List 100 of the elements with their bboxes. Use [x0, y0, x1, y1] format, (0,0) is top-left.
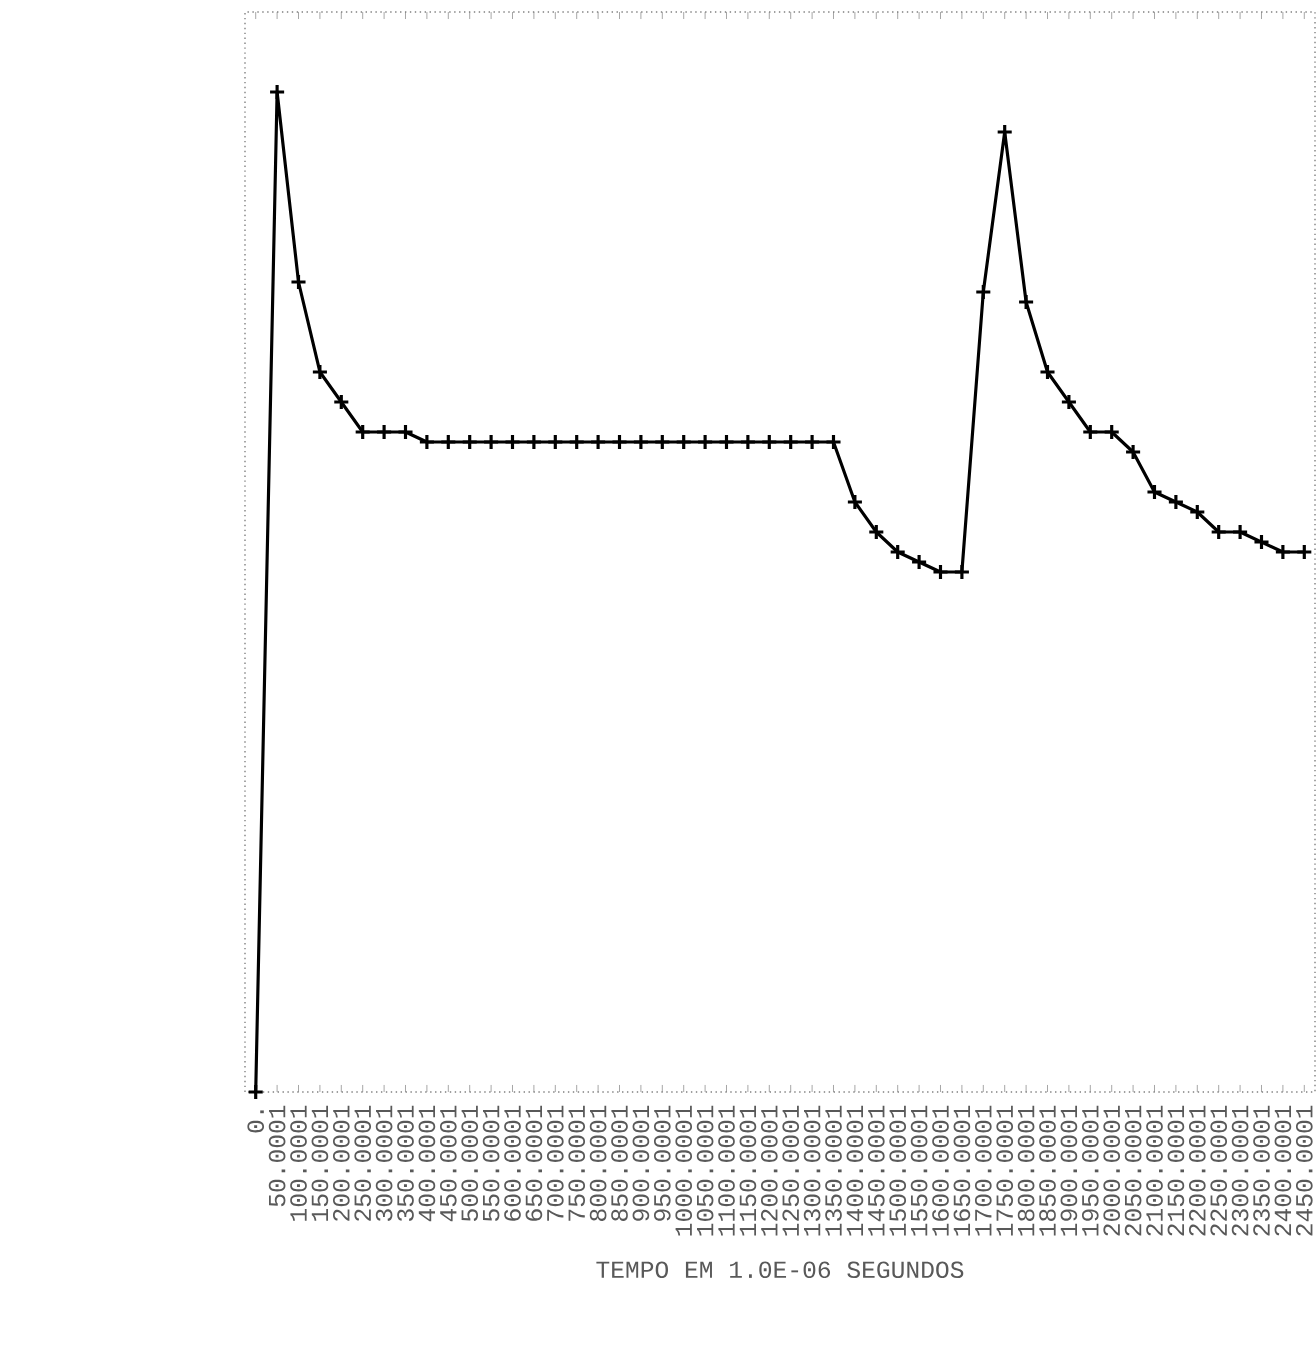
x-tick-label: 1900.0001 — [1060, 1105, 1078, 1236]
x-tick-label: 1800.0001 — [1017, 1105, 1035, 1236]
point — [525, 433, 543, 451]
x-tick-label: 2100.0001 — [1146, 1105, 1163, 1236]
point — [546, 433, 564, 451]
x-tick-label: 0. — [247, 1110, 265, 1133]
x-tick-label: 1300.0001 — [803, 1105, 821, 1236]
x-tick-label: 2050.0001 — [1124, 1105, 1142, 1236]
x-tick-label: 250.0001 — [354, 1105, 372, 1221]
x-tick-label: 1000.0001 — [675, 1105, 693, 1236]
point — [1274, 543, 1292, 561]
x-tick-label: 1750.0001 — [996, 1105, 1014, 1236]
x-tick-label: 1250.0001 — [782, 1105, 800, 1236]
x-tick-label: 50.0001 — [268, 1105, 286, 1207]
point — [375, 423, 393, 441]
point — [1167, 493, 1185, 511]
point — [247, 1083, 265, 1101]
point — [1252, 533, 1271, 551]
point — [782, 433, 800, 451]
point — [846, 493, 864, 511]
point — [461, 433, 479, 451]
x-tick-label: 700.0001 — [546, 1105, 564, 1221]
point — [610, 433, 629, 451]
x-tick-label: 1850.0001 — [1039, 1105, 1056, 1236]
x-tick-label: 1550.0001 — [910, 1105, 928, 1236]
x-tick-label: 2400.0001 — [1274, 1105, 1292, 1236]
point — [1145, 483, 1164, 501]
point — [889, 543, 907, 561]
point — [739, 433, 757, 451]
point — [439, 433, 457, 451]
point — [696, 433, 714, 451]
point — [867, 523, 885, 541]
x-tick-label: 1050.0001 — [696, 1105, 714, 1236]
x-tick-label: 400.0001 — [418, 1105, 436, 1222]
point — [803, 433, 821, 451]
x-tick-label: 750.0001 — [568, 1105, 586, 1221]
point — [931, 563, 950, 581]
point — [268, 83, 286, 101]
x-tick-label: 100.0001 — [290, 1105, 307, 1221]
x-tick-label: 850.0001 — [611, 1105, 628, 1221]
point — [760, 433, 778, 451]
x-tick-label: 1450.0001 — [867, 1105, 885, 1236]
x-tick-label: 2250.0001 — [1210, 1105, 1228, 1236]
x-tick-label: 200.0001 — [332, 1105, 350, 1221]
point — [953, 563, 971, 581]
x-tick-label: 2150.0001 — [1167, 1105, 1185, 1236]
point — [717, 433, 736, 451]
x-tick-label: 1200.0001 — [760, 1105, 778, 1236]
x-axis-title: TEMPO EM 1.0E-06 SEGUNDOS — [596, 1261, 964, 1279]
point — [653, 433, 671, 451]
x-tick-label: 450.0001 — [439, 1105, 457, 1222]
x-tick-label: 550.0001 — [482, 1105, 500, 1221]
x-tick-label: 1600.0001 — [932, 1105, 949, 1236]
x-tick-label: 2300.0001 — [1231, 1105, 1249, 1236]
point — [289, 273, 308, 291]
point — [1103, 423, 1121, 441]
point — [974, 283, 992, 301]
x-tick-label: 2000.0001 — [1103, 1105, 1121, 1236]
point — [824, 433, 843, 451]
x-tick-label: 1650.0001 — [953, 1105, 971, 1236]
x-tick-label: 2450.0001 — [1295, 1105, 1313, 1236]
point — [568, 433, 586, 451]
x-tick-label: 350.0001 — [397, 1105, 414, 1221]
x-tick-label: 1950.0001 — [1081, 1105, 1099, 1236]
point — [311, 363, 329, 381]
x-tick-label: 950.0001 — [653, 1105, 671, 1221]
point — [503, 433, 522, 451]
x-tick-label: 600.0001 — [504, 1105, 521, 1221]
point — [354, 423, 372, 441]
point — [1231, 523, 1249, 541]
x-tick-label: 800.0001 — [589, 1105, 607, 1221]
point — [418, 433, 436, 451]
x-tick-label: 1350.0001 — [825, 1105, 842, 1236]
point — [1038, 363, 1057, 381]
point — [1124, 443, 1142, 461]
x-tick-label: 1500.0001 — [889, 1105, 907, 1236]
point — [1060, 393, 1078, 411]
point — [675, 433, 693, 451]
point — [1210, 523, 1228, 541]
x-tick-label: 1400.0001 — [846, 1105, 864, 1236]
point — [1295, 543, 1313, 561]
point — [396, 423, 415, 441]
x-tick-label: 1150.0001 — [739, 1105, 757, 1236]
x-tick-label: 1700.0001 — [974, 1105, 992, 1236]
point — [1081, 423, 1099, 441]
x-tick-label: 2350.0001 — [1253, 1105, 1270, 1236]
point — [589, 433, 607, 451]
point — [482, 433, 500, 451]
point — [1188, 503, 1206, 521]
x-tick-label: 900.0001 — [632, 1105, 650, 1221]
x-tick-label: 500.0001 — [461, 1105, 479, 1221]
x-tick-label: 150.0001 — [311, 1105, 329, 1221]
x-tick-label: 1100.0001 — [718, 1105, 735, 1236]
x-tick-label: 300.0001 — [375, 1105, 393, 1221]
point — [632, 433, 650, 451]
point — [1017, 293, 1035, 311]
x-tick-label: 2200.0001 — [1188, 1105, 1206, 1236]
x-tick-label: 650.0001 — [525, 1105, 543, 1221]
point — [332, 393, 350, 411]
point — [910, 553, 928, 571]
